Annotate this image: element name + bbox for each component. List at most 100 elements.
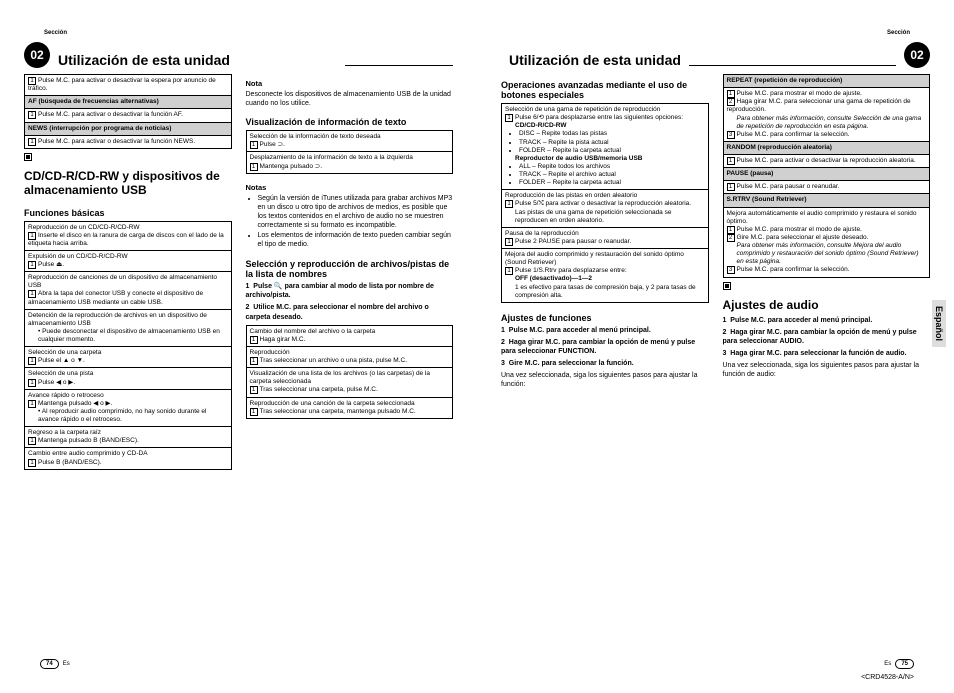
heading-operaciones: Operaciones avanzadas mediante el uso de…	[501, 80, 709, 100]
text: Expulsión de un CD/CD-R/CD-RW	[28, 253, 228, 261]
notes-list: Según la versión de iTunes utilizada par…	[246, 194, 454, 251]
heading-ajustes-func: Ajustes de funciones	[501, 313, 709, 323]
text: Desplazamiento de la información de text…	[250, 154, 450, 162]
text: Haga girar M.C.	[260, 336, 306, 343]
heading-cd-usb: CD/CD-R/CD-RW y dispositivos de almacena…	[24, 169, 232, 198]
language-tab: Español	[932, 300, 946, 347]
footer-right: Es 75	[884, 659, 914, 669]
text: Regreso a la carpeta raíz	[28, 429, 228, 437]
text: Una vez seleccionada, siga los siguiente…	[723, 361, 931, 379]
text: Gire M.C. para seleccionar el ajuste des…	[737, 234, 869, 241]
text: Para obtener más información, consulte M…	[727, 242, 927, 266]
step: 1 Pulse M.C. para acceder al menú princi…	[723, 316, 931, 325]
heading-notas: Notas	[246, 183, 454, 192]
text: TRACK – Repite el archivo actual	[519, 171, 616, 178]
text: Pulse ⊃.	[260, 141, 285, 148]
text: OFF (desactivado)—1—2	[505, 275, 705, 283]
lang-code: Es	[63, 661, 70, 667]
text: Abra la tapa del conector USB y conecte …	[28, 290, 203, 305]
table-af-news: 1Pulse M.C. para activar o desactivar la…	[24, 74, 232, 149]
table-basic-ops: Reproducción de un CD/CD-R/CD-RW1Inserte…	[24, 221, 232, 470]
heading-nota: Nota	[246, 79, 454, 88]
text: Reproducción	[250, 349, 450, 357]
text: Mejora automáticamente el audio comprimi…	[727, 210, 927, 226]
text: Mejora del audio comprimido y restauraci…	[505, 251, 705, 267]
text: Selección de una pista	[28, 370, 228, 378]
list-item: Los elementos de información de texto pu…	[258, 231, 454, 249]
text: Tras seleccionar una carpeta, mantenga p…	[260, 408, 416, 415]
header: Utilización de esta unidad 02	[501, 42, 930, 68]
text: Pulse M.C. para activar o desactivar la …	[737, 157, 916, 164]
text: FOLDER – Repite la carpeta actual	[519, 147, 621, 154]
text: Pulse 6/⟲ para desplazarse entre las sig…	[515, 114, 683, 121]
text: Pulse M.C. para activar o desactivar la …	[28, 77, 216, 92]
end-mark-icon	[723, 282, 731, 290]
page-number: 74	[40, 659, 59, 669]
text: Visualización de una lista de los archiv…	[250, 370, 450, 386]
text: Mantenga pulsado B (BAND/ESC).	[38, 437, 139, 444]
text: Pulse 2 PAUSE para pausar o reanudar.	[515, 238, 631, 245]
text: AF (búsqueda de frecuencias alternativas…	[28, 98, 159, 105]
text: Mantenga pulsado ◀ o ▶.	[38, 400, 112, 407]
text: Reproductor de audio USB/memoria USB	[505, 155, 705, 163]
section-label: Sección	[887, 30, 910, 36]
text: Cambio del nombre del archivo o la carpe…	[250, 328, 450, 336]
text: TRACK – Repite la pista actual	[519, 139, 609, 146]
heading-seleccion: Selección y reproducción de archivos/pis…	[246, 259, 454, 279]
text: Reproducción de una canción de la carpet…	[250, 400, 450, 408]
header-title: Utilización de esta unidad	[509, 52, 681, 68]
text: Selección de la información de texto des…	[250, 133, 450, 141]
text: Pulse M.C. para confirmar la selección.	[737, 266, 850, 273]
table-function-settings: REPEAT (repetición de reproducción) 1Pul…	[723, 74, 931, 278]
text: Pulse M.C. para mostrar el modo de ajust…	[737, 226, 862, 233]
text: Para obtener más información, consulte S…	[727, 115, 927, 131]
text: Pulse B (BAND/ESC).	[38, 459, 102, 466]
text: Las pistas de una gama de repetición sel…	[505, 209, 705, 225]
text: Cambio entre audio comprimido y CD-DA	[28, 450, 228, 458]
text: Pulse M.C. para pausar o reanudar.	[737, 183, 840, 190]
text: CD/CD-R/CD-RW	[505, 122, 705, 130]
text: Tras seleccionar una carpeta, pulse M.C.	[260, 386, 378, 393]
text: Pulse M.C. para mostrar el modo de ajust…	[737, 90, 862, 97]
table-mc-ops: Cambio del nombre del archivo o la carpe…	[246, 325, 454, 419]
heading-visualizacion: Visualización de información de texto	[246, 117, 454, 127]
text: Pulse M.C. para activar o desactivar la …	[38, 138, 195, 145]
text: Pulse M.C. para confirmar la selección.	[737, 131, 850, 138]
text: Pulse M.C. para activar o desactivar la …	[38, 111, 183, 118]
text: DISC – Repite todas las pistas	[519, 130, 607, 137]
heading-funciones-basicas: Funciones básicas	[24, 208, 232, 218]
text: Inserte el disco en la ranura de carga d…	[28, 232, 224, 247]
step: 2 Utilice M.C. para seleccionar el nombr…	[246, 303, 454, 321]
list-item: Según la versión de iTunes utilizada par…	[258, 194, 454, 230]
text: ALL – Repite todos los archivos	[519, 163, 610, 170]
header: 02 Utilización de esta unidad	[24, 42, 453, 68]
page-number: 75	[895, 659, 914, 669]
text: S.RTRV (Sound Retriever)	[724, 193, 930, 206]
footer-left: 74 Es	[40, 659, 70, 669]
document-code: <CRD4528-A/N>	[861, 674, 914, 681]
text: NEWS (interrupción por programa de notic…	[28, 125, 171, 132]
text: Reproducción de las pistas en orden alea…	[505, 192, 705, 200]
section-label: Sección	[44, 30, 67, 36]
table-text-info: Selección de la información de texto des…	[246, 130, 454, 174]
section-badge: 02	[24, 42, 50, 68]
text: REPEAT (repetición de reproducción)	[724, 75, 930, 87]
text: Tras seleccionar un archivo o una pista,…	[260, 357, 408, 364]
text: 1 es efectivo para tasas de compresión b…	[505, 284, 705, 300]
text: Mantenga pulsado ⊃.	[260, 163, 323, 170]
step: 3 Haga girar M.C. para seleccionar la fu…	[723, 349, 931, 358]
header-title: Utilización de esta unidad	[58, 52, 337, 68]
text: Pulse 5/⤭ para activar o desactivar la r…	[515, 200, 691, 207]
text-nota: Desconecte los dispositivos de almacenam…	[246, 90, 454, 108]
end-mark-icon	[24, 153, 32, 161]
text: Selección de una gama de repetición de r…	[505, 106, 705, 114]
text: FOLDER – Repite la carpeta actual	[519, 179, 621, 186]
text: Una vez seleccionada, siga los siguiente…	[501, 371, 709, 389]
text: Detención de la reproducción de archivos…	[28, 312, 228, 328]
lang-code: Es	[884, 661, 891, 667]
text: Haga girar M.C. para seleccionar una gam…	[727, 98, 911, 113]
heading-ajustes-audio: Ajustes de audio	[723, 298, 931, 312]
text: Reproducción de un CD/CD-R/CD-RW	[28, 224, 228, 232]
text: Pausa de la reproducción	[505, 230, 705, 238]
text: Pulse 1/S.Rtrv para desplazarse entre:	[515, 267, 627, 274]
